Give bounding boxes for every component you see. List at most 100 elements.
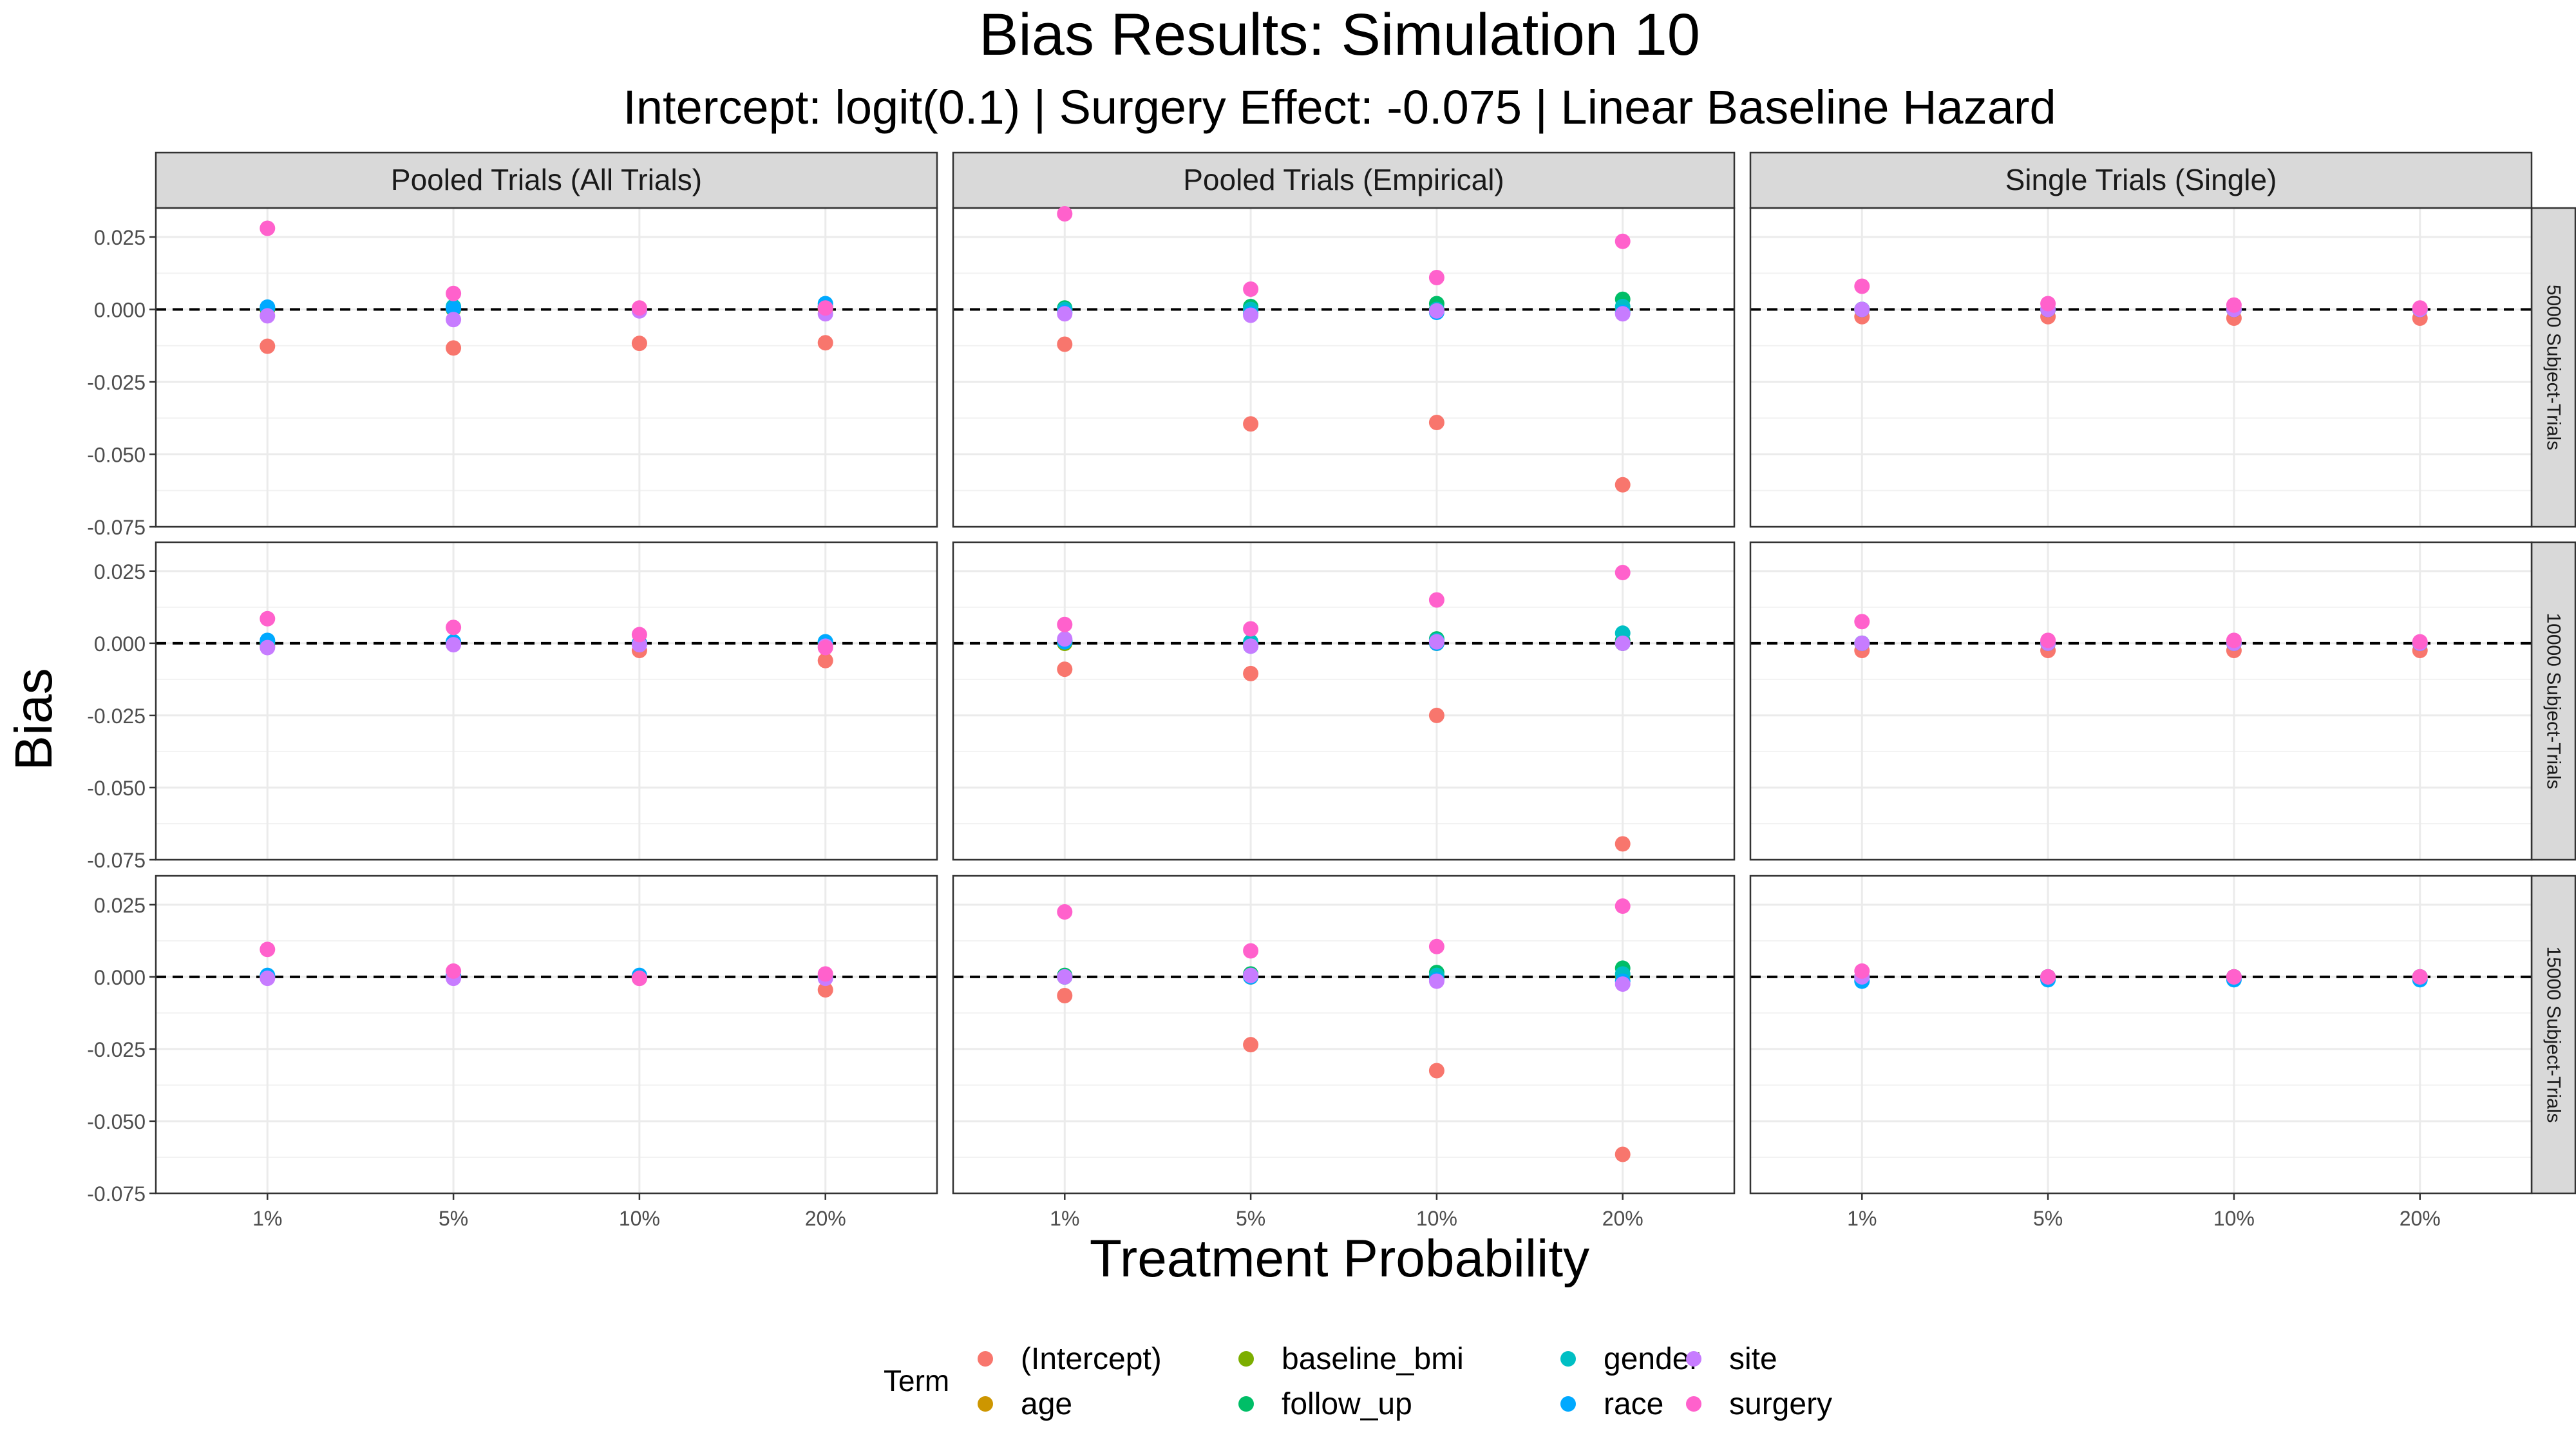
y-tick-label: -0.025 xyxy=(87,705,146,728)
data-point xyxy=(817,966,833,982)
facet-panel xyxy=(952,207,1736,528)
y-tick-label: -0.075 xyxy=(87,516,146,539)
data-point xyxy=(2226,297,2242,313)
data-point xyxy=(1428,973,1444,989)
chart-title: Bias Results: Simulation 10 xyxy=(979,2,1700,68)
y-tick-label: -0.050 xyxy=(87,777,146,800)
data-point xyxy=(260,942,276,958)
data-point xyxy=(1854,963,1870,979)
x-tick-label: 5% xyxy=(1236,1207,1265,1230)
data-point xyxy=(1057,987,1073,1003)
data-point xyxy=(1615,477,1631,493)
data-point xyxy=(1854,635,1870,651)
facet-panel xyxy=(1749,207,2533,528)
data-point xyxy=(2226,969,2242,985)
y-tick-label: -0.025 xyxy=(87,371,146,394)
legend-key xyxy=(978,1396,993,1412)
y-tick-label: 0.025 xyxy=(94,560,146,583)
legend-entry-label: race xyxy=(1604,1387,1663,1421)
panel-border xyxy=(1749,541,2533,861)
panel-background xyxy=(156,542,937,860)
data-point xyxy=(260,308,276,324)
data-point xyxy=(1057,661,1073,677)
data-point xyxy=(1243,621,1259,637)
legend-entry-label: site xyxy=(1729,1342,1777,1376)
data-point xyxy=(1854,614,1870,630)
panel-background xyxy=(953,208,1734,527)
legend-key xyxy=(1686,1351,1701,1367)
data-point xyxy=(260,639,276,656)
panel-border xyxy=(952,207,1736,528)
data-point xyxy=(2412,634,2428,650)
data-point xyxy=(1243,307,1259,323)
y-tick-label: -0.025 xyxy=(87,1038,146,1061)
facet-strip-row xyxy=(2530,541,2576,861)
data-point xyxy=(446,637,462,653)
facet-panels: Pooled Trials (All Trials) Pooled Trials … xyxy=(87,151,2576,1230)
y-tick-label: 0.000 xyxy=(94,632,146,656)
panel-border xyxy=(1749,875,2533,1195)
data-point xyxy=(1615,976,1631,992)
data-point xyxy=(2040,296,2056,312)
data-point xyxy=(1243,665,1259,681)
data-point xyxy=(1428,1063,1444,1079)
data-point xyxy=(446,340,462,356)
data-point xyxy=(1243,967,1259,983)
facet-strip-row-label: 5000 Subject-Trials xyxy=(2543,285,2564,450)
facet-panel xyxy=(155,207,938,528)
x-tick-label: 5% xyxy=(439,1207,468,1230)
data-point xyxy=(260,338,276,354)
data-point xyxy=(2412,300,2428,316)
legend-key xyxy=(1560,1351,1576,1367)
facet-panel xyxy=(1749,875,2533,1195)
panel-background xyxy=(1750,876,2532,1193)
data-point xyxy=(817,639,833,656)
facet-panel xyxy=(155,875,938,1195)
panel-background xyxy=(953,876,1734,1193)
data-point xyxy=(817,300,833,316)
data-point xyxy=(817,652,833,668)
data-point xyxy=(260,611,276,627)
facet-strip-column xyxy=(155,151,938,209)
legend-entry-label: (Intercept) xyxy=(1021,1342,1162,1376)
data-point xyxy=(446,620,462,636)
panel-border xyxy=(952,875,1736,1195)
legend-entry-label: follow_up xyxy=(1282,1387,1412,1421)
data-point xyxy=(1057,969,1073,985)
facet-strip-column xyxy=(952,151,1736,209)
x-tick-label: 5% xyxy=(2033,1207,2063,1230)
data-point xyxy=(1615,836,1631,852)
data-point xyxy=(1428,634,1444,650)
data-point xyxy=(1428,270,1444,285)
data-point xyxy=(1428,415,1444,430)
data-point xyxy=(446,285,462,301)
legend: Term (Intercept) age baseline_bmi follow_up… xyxy=(884,1342,1832,1421)
legend-entry-label: baseline_bmi xyxy=(1282,1342,1464,1376)
x-tick-label: 10% xyxy=(2213,1207,2255,1230)
x-tick-label: 1% xyxy=(252,1207,282,1230)
data-point xyxy=(446,963,462,979)
data-point xyxy=(1057,904,1073,920)
y-tick-label: 0.000 xyxy=(94,966,146,989)
data-point xyxy=(2040,632,2056,649)
y-tick-label: -0.050 xyxy=(87,444,146,467)
facet-strip-row xyxy=(2530,207,2576,528)
data-point xyxy=(1057,336,1073,352)
data-point xyxy=(631,971,647,987)
facet-strip-row-label: 15000 Subject-Trials xyxy=(2543,946,2564,1122)
y-axis-label: Bias xyxy=(5,668,63,771)
facet-strip-column-label: Pooled Trials (Empirical) xyxy=(1183,163,1504,196)
x-tick-label: 1% xyxy=(1050,1207,1079,1230)
data-point xyxy=(1428,303,1444,319)
data-point xyxy=(260,971,276,987)
legend-key xyxy=(978,1351,993,1367)
x-tick-label: 10% xyxy=(1416,1207,1457,1230)
y-tick-label: 0.025 xyxy=(94,226,146,249)
facet-strip-row-label: 10000 Subject-Trials xyxy=(2543,612,2564,789)
data-point xyxy=(1243,416,1259,432)
x-tick-label: 20% xyxy=(805,1207,846,1230)
data-point xyxy=(1615,635,1631,651)
chart-subtitle: Intercept: logit(0.1) | Surgery Effect: … xyxy=(623,80,2056,134)
